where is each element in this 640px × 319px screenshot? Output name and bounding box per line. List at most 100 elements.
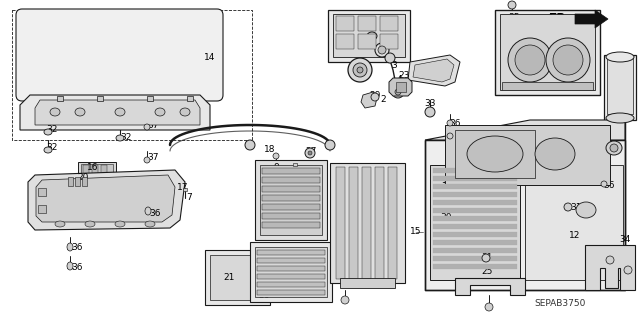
Bar: [257, 266, 325, 271]
Text: 32: 32: [46, 125, 58, 135]
Ellipse shape: [553, 45, 583, 75]
Ellipse shape: [535, 138, 575, 170]
Ellipse shape: [55, 221, 65, 227]
Text: 10: 10: [270, 176, 282, 186]
Text: 18: 18: [264, 145, 276, 154]
Ellipse shape: [564, 203, 572, 211]
Text: 3: 3: [391, 61, 397, 70]
Text: 19: 19: [160, 101, 172, 110]
Bar: [336, 16, 354, 31]
Text: 11: 11: [608, 84, 620, 93]
Text: 1: 1: [391, 50, 397, 60]
Bar: [38, 188, 46, 196]
Bar: [187, 96, 193, 101]
Bar: [75, 177, 80, 186]
Bar: [205, 250, 270, 305]
Ellipse shape: [145, 221, 155, 227]
Ellipse shape: [606, 256, 614, 264]
Ellipse shape: [601, 181, 607, 187]
Text: 26: 26: [599, 140, 611, 150]
Bar: [255, 247, 327, 297]
Bar: [68, 177, 73, 186]
Bar: [38, 205, 46, 213]
Text: 35: 35: [508, 13, 520, 23]
Bar: [262, 168, 320, 174]
Ellipse shape: [115, 108, 125, 116]
Text: 36: 36: [71, 243, 83, 253]
Ellipse shape: [308, 151, 312, 155]
Bar: [396, 82, 406, 92]
Ellipse shape: [144, 124, 150, 130]
Bar: [336, 34, 354, 49]
Bar: [257, 250, 325, 255]
Bar: [81, 164, 113, 178]
Text: 37: 37: [147, 153, 159, 162]
Ellipse shape: [371, 93, 379, 101]
Polygon shape: [575, 10, 608, 28]
Bar: [260, 165, 322, 235]
Ellipse shape: [115, 221, 125, 227]
Ellipse shape: [447, 133, 453, 139]
Bar: [502, 82, 593, 90]
Ellipse shape: [353, 63, 367, 77]
Ellipse shape: [144, 157, 150, 163]
Bar: [340, 278, 395, 288]
Text: 33: 33: [424, 100, 436, 108]
Ellipse shape: [44, 129, 52, 135]
Bar: [433, 176, 517, 181]
Ellipse shape: [305, 148, 315, 158]
Bar: [210, 255, 265, 300]
Ellipse shape: [395, 89, 401, 95]
Bar: [604, 55, 636, 120]
Polygon shape: [36, 175, 175, 222]
Bar: [57, 96, 63, 101]
Ellipse shape: [245, 140, 255, 150]
Polygon shape: [455, 278, 525, 295]
Ellipse shape: [606, 141, 622, 155]
Bar: [433, 232, 517, 237]
Ellipse shape: [624, 266, 632, 274]
Text: 27: 27: [305, 147, 317, 157]
Bar: [255, 160, 327, 240]
Text: 7: 7: [489, 144, 495, 152]
Text: 37: 37: [147, 121, 159, 130]
Bar: [257, 290, 325, 295]
Bar: [78, 162, 116, 180]
Polygon shape: [389, 78, 412, 96]
Ellipse shape: [425, 107, 435, 117]
Text: 25: 25: [481, 268, 493, 277]
Polygon shape: [585, 245, 635, 290]
Text: I: I: [618, 78, 623, 92]
Bar: [328, 10, 410, 62]
Bar: [433, 192, 517, 197]
Ellipse shape: [606, 52, 634, 62]
Text: 28: 28: [284, 218, 294, 226]
Ellipse shape: [273, 153, 279, 159]
Text: 31: 31: [481, 254, 493, 263]
Bar: [262, 186, 320, 192]
Bar: [433, 264, 517, 269]
Text: 13: 13: [285, 269, 297, 278]
Ellipse shape: [515, 45, 545, 75]
Bar: [257, 258, 325, 263]
Text: 14: 14: [204, 53, 216, 62]
Bar: [262, 177, 320, 183]
Ellipse shape: [348, 58, 372, 82]
Polygon shape: [425, 120, 625, 140]
Text: 7: 7: [297, 167, 303, 176]
Bar: [433, 224, 517, 229]
Bar: [433, 256, 517, 261]
Ellipse shape: [75, 108, 85, 116]
Text: 12: 12: [570, 232, 580, 241]
Ellipse shape: [482, 254, 490, 262]
Ellipse shape: [367, 32, 377, 40]
Bar: [97, 96, 103, 101]
Ellipse shape: [378, 46, 386, 54]
Text: FR.: FR.: [548, 12, 571, 26]
Bar: [183, 188, 187, 191]
Text: 22: 22: [341, 24, 353, 33]
Ellipse shape: [392, 86, 404, 98]
Bar: [250, 242, 332, 302]
Polygon shape: [361, 92, 377, 108]
Bar: [433, 240, 517, 245]
